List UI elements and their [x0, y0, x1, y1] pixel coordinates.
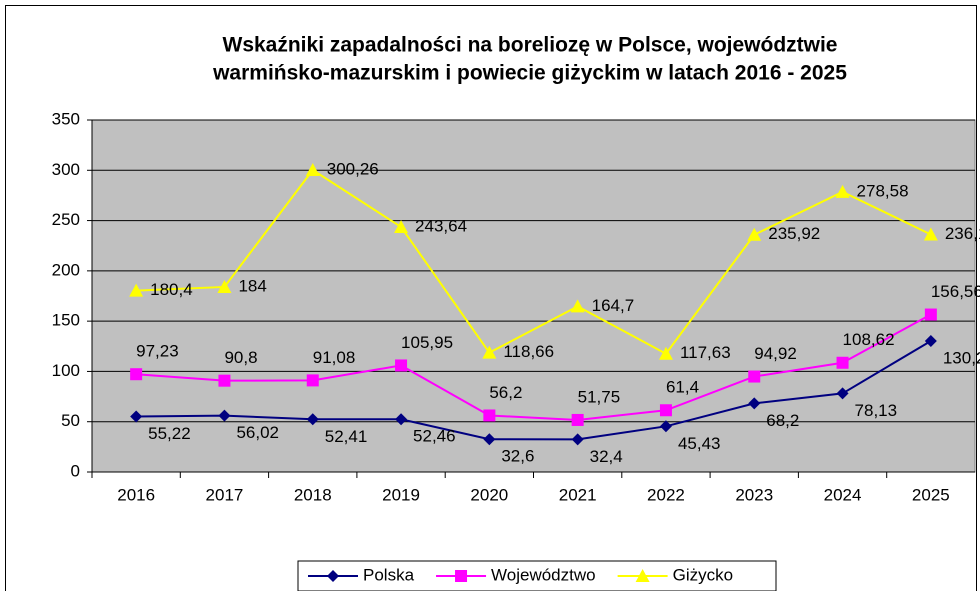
marker [483, 433, 496, 446]
data-label: 94,92 [754, 344, 797, 363]
data-label: 52,41 [325, 427, 368, 446]
marker [659, 404, 672, 417]
data-label: 55,22 [148, 424, 191, 443]
marker [924, 308, 937, 321]
data-label: 130,27 [943, 348, 980, 367]
data-label: 90,8 [224, 348, 257, 367]
marker [659, 420, 672, 433]
marker [836, 356, 849, 369]
data-label: 156,56 [931, 282, 980, 301]
y-tick-label: 0 [71, 461, 80, 480]
data-label: 235,92 [768, 224, 820, 243]
marker [305, 163, 320, 177]
data-label: 32,4 [590, 447, 623, 466]
x-tick-label: 2016 [117, 485, 155, 504]
marker [306, 413, 319, 426]
marker [571, 413, 584, 426]
data-label: 61,4 [666, 378, 699, 397]
x-tick-label: 2021 [559, 485, 597, 504]
x-tick-label: 2020 [470, 485, 508, 504]
marker [130, 410, 143, 423]
marker [747, 227, 762, 241]
marker [455, 570, 468, 582]
chart-title: Wskaźniki zapadalności na boreliozę w Po… [223, 34, 838, 57]
legend-label: Polska [363, 565, 415, 584]
x-tick-label: 2025 [912, 485, 950, 504]
marker [129, 283, 144, 297]
marker [836, 387, 849, 400]
marker [218, 374, 231, 387]
chart-title: warmińsko-mazurskim i powiecie giżyckim … [212, 62, 847, 85]
data-label: 97,23 [136, 342, 179, 361]
y-tick-label: 300 [52, 160, 80, 179]
y-tick-label: 150 [52, 311, 80, 330]
marker [835, 184, 850, 198]
data-label: 117,63 [680, 343, 731, 362]
marker [658, 346, 673, 360]
data-label: 32,6 [501, 447, 534, 466]
data-label: 278,58 [857, 181, 909, 200]
line [136, 168, 932, 355]
data-label: 105,95 [401, 333, 453, 352]
data-label: 300,26 [327, 160, 379, 179]
marker [483, 409, 496, 422]
marker [130, 368, 143, 381]
legend-box [297, 560, 777, 592]
data-label: 68,2 [766, 411, 799, 430]
marker [570, 299, 585, 313]
marker [217, 279, 232, 293]
x-tick-label: 2018 [294, 485, 332, 504]
marker [924, 334, 937, 347]
x-tick-label: 2022 [647, 485, 685, 504]
legend-label: Województwo [491, 565, 596, 584]
legend-label: Giżycko [673, 565, 733, 584]
y-tick-label: 50 [61, 411, 80, 430]
marker [327, 570, 339, 582]
x-tick-label: 2024 [824, 485, 862, 504]
data-label: 236,14 [945, 224, 980, 243]
y-tick-label: 100 [52, 361, 80, 380]
data-label: 78,13 [855, 401, 898, 420]
marker [395, 359, 408, 372]
x-tick-label: 2017 [206, 485, 244, 504]
y-tick-label: 200 [52, 260, 80, 279]
marker [395, 413, 408, 426]
data-label: 243,64 [415, 216, 467, 235]
y-tick-label: 250 [52, 210, 80, 229]
data-label: 180,4 [150, 280, 193, 299]
marker [394, 219, 409, 233]
marker [482, 345, 497, 359]
x-tick-label: 2019 [382, 485, 420, 504]
line [136, 313, 932, 421]
marker [571, 433, 584, 446]
line [136, 340, 932, 441]
marker [306, 374, 319, 387]
data-label: 52,46 [413, 427, 456, 446]
y-tick-label: 350 [52, 109, 80, 128]
data-label: 56,2 [489, 383, 522, 402]
x-tick-label: 2023 [735, 485, 773, 504]
data-label: 45,43 [678, 434, 721, 453]
marker [923, 227, 938, 241]
data-label: 91,08 [313, 348, 356, 367]
marker [748, 397, 761, 410]
data-label: 108,62 [843, 330, 895, 349]
data-label: 118,66 [503, 342, 554, 361]
marker [218, 409, 231, 422]
data-label: 184 [238, 276, 266, 295]
marker [748, 370, 761, 383]
data-label: 56,02 [236, 423, 279, 442]
marker [635, 569, 650, 582]
plot-area [91, 119, 976, 473]
data-label: 164,7 [592, 296, 635, 315]
data-label: 51,75 [578, 387, 621, 406]
